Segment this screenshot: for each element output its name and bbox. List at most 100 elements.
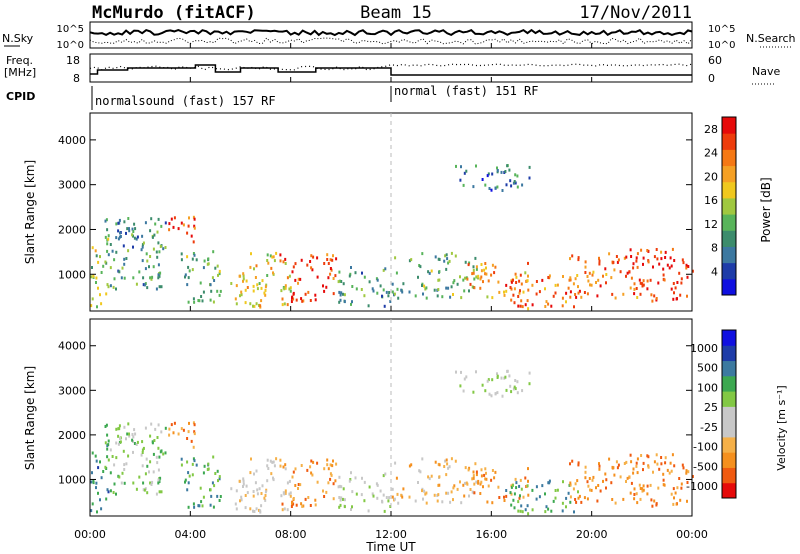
power-cell [316,256,319,260]
power-cell [339,298,342,302]
velocity-cell [482,485,484,489]
power-cell [599,284,602,288]
power-cell [99,255,101,259]
power-cell [279,253,282,257]
power-cell [132,276,135,280]
velocity-cell [292,470,295,474]
velocity-cell [121,471,124,475]
power-cell [680,281,683,285]
velocity-cell [291,475,294,479]
velocity-cell [281,508,284,512]
x-tick-label: 00:00 [676,528,708,541]
power-cell [494,186,497,190]
velocity-cell [611,498,614,501]
power-cell [314,293,317,297]
power-cell [300,258,303,262]
velocity-cell [571,459,574,463]
velocity-cell [450,457,453,461]
velocity-cell [376,483,379,487]
velocity-cell [372,494,375,498]
power-cell [306,263,309,267]
velocity-cell [164,451,167,455]
power-cell [504,170,507,173]
power-cell [628,270,631,274]
velocity-cell [520,504,523,508]
velocity-cell [578,494,581,498]
velocity-cell [491,469,494,472]
power-cell [509,286,512,289]
velocity-cell [509,384,512,388]
velocity-cell [501,394,504,398]
power-cell [272,271,274,275]
velocity-cell [119,436,121,440]
velocity-cell [90,509,93,513]
power-cell [160,285,163,289]
power-cell [505,289,508,293]
power-cell [149,229,152,233]
power-cell [255,264,258,268]
power-cell [465,169,468,173]
power-cell [496,166,498,170]
power-cell [612,260,615,264]
power-cell [670,264,673,268]
power-cell [291,296,293,300]
power-cell [141,234,144,238]
velocity-cell [160,430,163,434]
power-cell [209,283,212,287]
velocity-cell [527,512,530,516]
power-cell [202,266,205,270]
nave-tick-bottom: 0 [708,72,715,85]
power-cell [294,262,297,266]
power-cell [491,263,494,267]
velocity-cell [322,489,324,493]
power-cell [123,276,126,280]
velocity-cell [120,481,123,485]
velocity-cell [212,505,215,509]
velocity-cell [410,463,413,467]
power-cell [662,273,665,277]
velocity-colorbar-tick: 500 [697,362,718,375]
velocity-cell [371,492,374,496]
velocity-cell [104,465,107,469]
power-cell [598,256,600,260]
power-cell [515,275,518,279]
velocity-cell [350,508,352,511]
velocity-cell [300,502,303,506]
velocity-cell [602,479,604,483]
power-cell [199,281,202,285]
power-cell [518,279,521,283]
velocity-cell [508,374,511,378]
power-cell [158,285,161,289]
power-cell [670,287,673,291]
velocity-cell [337,485,340,489]
power-cell [193,224,196,228]
power-cell [686,275,689,279]
velocity-cell [632,471,635,475]
power-cell [524,271,527,275]
velocity-cell [517,500,520,504]
velocity-cell [591,478,594,482]
power-cell [109,284,112,288]
velocity-cell [625,460,628,464]
cpid-row: CPID normalsound (fast) 157 RF normal (f… [6,84,539,110]
power-cell [503,293,506,297]
velocity-cell [290,505,293,508]
velocity-cell [126,432,129,436]
velocity-cell [395,476,398,480]
velocity-cell [676,486,679,490]
power-cell [629,286,632,290]
noise-right-label: N.Search [746,32,796,45]
velocity-cell [481,383,484,387]
power-cell [421,284,423,287]
power-cell [244,288,247,292]
power-cell [164,221,167,225]
velocity-cell [617,463,620,467]
velocity-cell [472,470,475,474]
power-cell [162,247,165,251]
velocity-cell [486,379,489,383]
power-cell [332,277,335,280]
velocity-cell [599,489,602,493]
velocity-cell [192,421,195,425]
velocity-cell [460,501,463,505]
velocity-cell [421,457,424,461]
